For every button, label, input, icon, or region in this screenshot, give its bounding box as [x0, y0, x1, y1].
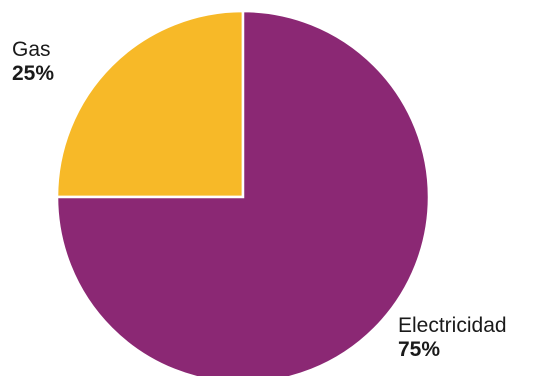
slice-label-electricidad: Electricidad 75%: [398, 314, 507, 362]
pie-slice-gas: [55, 9, 245, 199]
slice-label-gas: Gas 25%: [12, 38, 54, 86]
slice-percent-gas: 25%: [12, 62, 55, 86]
slice-percent-electricidad: 75%: [398, 338, 441, 362]
pie-slices: [55, 9, 431, 376]
pie-slice-electricidad: [55, 9, 431, 376]
slice-category-gas: Gas: [12, 38, 51, 61]
slice-category-electricidad: Electricidad: [398, 314, 507, 337]
